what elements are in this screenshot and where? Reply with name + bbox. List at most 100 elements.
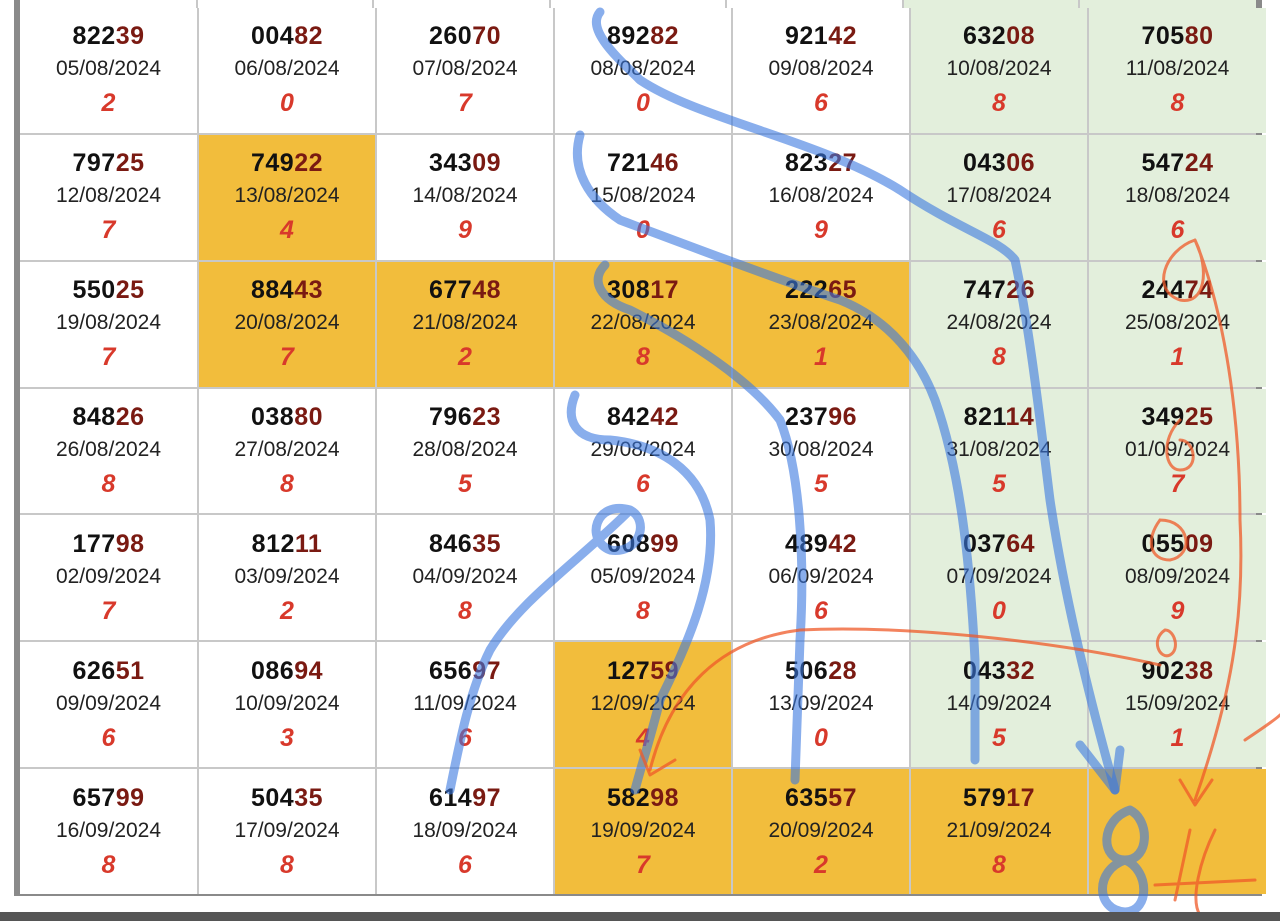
- result-cell: 74922 13/08/2024 4: [199, 134, 375, 260]
- result-digit: 6: [814, 596, 828, 625]
- result-cell: 67748 21/08/2024 2: [377, 261, 553, 387]
- result-cell: 03880 27/08/2024 8: [199, 388, 375, 514]
- result-cell: 60899 05/09/2024 8: [555, 515, 731, 641]
- result-number-tail: 80: [1184, 22, 1214, 51]
- result-digit: 7: [458, 89, 472, 118]
- result-number: 61497: [429, 783, 502, 812]
- result-cell: 89282 08/08/2024 0: [555, 8, 731, 133]
- result-digit: 7: [101, 596, 116, 625]
- result-date: 12/09/2024: [590, 691, 696, 715]
- result-number-tail: 43: [294, 276, 324, 305]
- result-number-head: 846: [428, 529, 473, 558]
- result-cell: 26070 07/08/2024 7: [377, 8, 553, 133]
- result-number-tail: 59: [650, 656, 680, 685]
- result-number: 84826: [72, 404, 144, 430]
- result-digit: 4: [280, 216, 294, 245]
- result-digit: 8: [992, 850, 1006, 879]
- result-cell: 92142 09/08/2024 6: [733, 8, 909, 133]
- result-date: 24/08/2024: [946, 311, 1052, 335]
- result-number: 79623: [428, 402, 501, 431]
- result-digit: 8: [458, 596, 472, 625]
- result-number-tail: 38: [1184, 656, 1214, 685]
- result-number: 84242: [606, 402, 680, 431]
- result-number-tail: 98: [650, 783, 680, 812]
- result-date: 31/08/2024: [946, 437, 1052, 461]
- result-number-head: 747: [962, 276, 1007, 305]
- result-number: 82114: [964, 402, 1035, 431]
- result-date: 14/09/2024: [946, 691, 1052, 715]
- result-date: 04/09/2024: [412, 564, 518, 588]
- result-number-head: 656: [428, 656, 473, 685]
- result-number-tail: 39: [115, 22, 145, 51]
- result-number-head: 237: [784, 402, 829, 431]
- result-number-tail: 82: [294, 22, 324, 51]
- result-number: 24474: [1141, 278, 1213, 303]
- result-date: 08/08/2024: [590, 57, 696, 81]
- result-date: 07/08/2024: [412, 57, 518, 81]
- result-date: 10/09/2024: [234, 691, 340, 715]
- result-date: 20/09/2024: [768, 818, 874, 842]
- result-cell: 82327 16/08/2024 9: [733, 134, 909, 260]
- result-number-tail: 51: [115, 656, 145, 685]
- result-cell: 82114 31/08/2024 5: [911, 388, 1087, 514]
- result-cell: 57917 21/09/2024 8: [911, 769, 1087, 894]
- result-number-tail: 98: [115, 529, 145, 558]
- result-digit: 9: [814, 216, 828, 245]
- result-number-tail: 28: [828, 656, 858, 685]
- result-digit: 8: [636, 343, 650, 372]
- result-number-head: 582: [606, 783, 651, 812]
- result-cell: 84635 04/09/2024 8: [377, 515, 553, 641]
- result-cell: 63208 10/08/2024 8: [911, 8, 1087, 133]
- result-digit: 5: [992, 469, 1006, 498]
- result-number-head: 504: [250, 783, 295, 812]
- result-number: 65799: [72, 785, 144, 811]
- result-number-head: 127: [606, 656, 651, 685]
- result-number-head: 608: [606, 529, 651, 558]
- result-number: 65697: [428, 656, 501, 685]
- result-number-tail: 42: [650, 402, 680, 431]
- result-cell: 61497 18/09/2024 6: [377, 769, 553, 894]
- result-number-tail: 42: [828, 529, 858, 558]
- result-digit: 8: [280, 469, 294, 498]
- result-number-head: 086: [250, 656, 295, 685]
- result-number: 92142: [785, 24, 857, 49]
- result-digit: 0: [280, 89, 294, 118]
- result-number: 67748: [429, 278, 501, 303]
- result-date: 09/09/2024: [55, 691, 162, 715]
- result-number-head: 489: [784, 529, 829, 558]
- result-number-head: 677: [428, 276, 473, 305]
- result-number-head: 796: [428, 402, 473, 431]
- result-number: 00482: [251, 24, 323, 49]
- result-digit: 7: [101, 343, 116, 372]
- result-number: 23796: [784, 402, 857, 431]
- result-cell: 82239 05/08/2024 2: [20, 8, 197, 133]
- result-date: 05/09/2024: [590, 564, 696, 588]
- result-number-head: 506: [784, 656, 829, 685]
- result-date: 05/08/2024: [55, 57, 162, 81]
- result-digit: 7: [280, 343, 294, 372]
- result-number-tail: 14: [1005, 402, 1035, 431]
- result-number-tail: 97: [472, 783, 502, 812]
- result-number-tail: 17: [650, 276, 680, 305]
- result-number: 89282: [607, 24, 679, 49]
- result-number-tail: 57: [828, 783, 858, 812]
- result-digit: 4: [636, 723, 650, 752]
- result-date: 06/08/2024: [234, 57, 340, 81]
- result-number-head: 842: [606, 402, 651, 431]
- result-number-head: 579: [962, 783, 1007, 812]
- result-digit: 5: [458, 469, 472, 498]
- result-number-tail: 35: [472, 529, 502, 558]
- result-number: 74726: [963, 278, 1035, 303]
- result-digit: 9: [458, 216, 472, 245]
- result-date: 10/08/2024: [946, 57, 1052, 81]
- result-digit: 8: [992, 89, 1006, 118]
- result-cell: 08694 10/09/2024 3: [199, 642, 375, 768]
- result-number: 03880: [251, 404, 323, 430]
- result-number-head: 055: [1141, 529, 1185, 558]
- result-number-head: 797: [72, 149, 116, 178]
- result-cell: 50435 17/09/2024 8: [199, 769, 375, 894]
- result-digit: 7: [101, 216, 116, 245]
- result-number-tail: 06: [1006, 149, 1036, 178]
- result-cell: 23796 30/08/2024 5: [733, 388, 909, 514]
- result-number-head: 043: [962, 656, 1007, 685]
